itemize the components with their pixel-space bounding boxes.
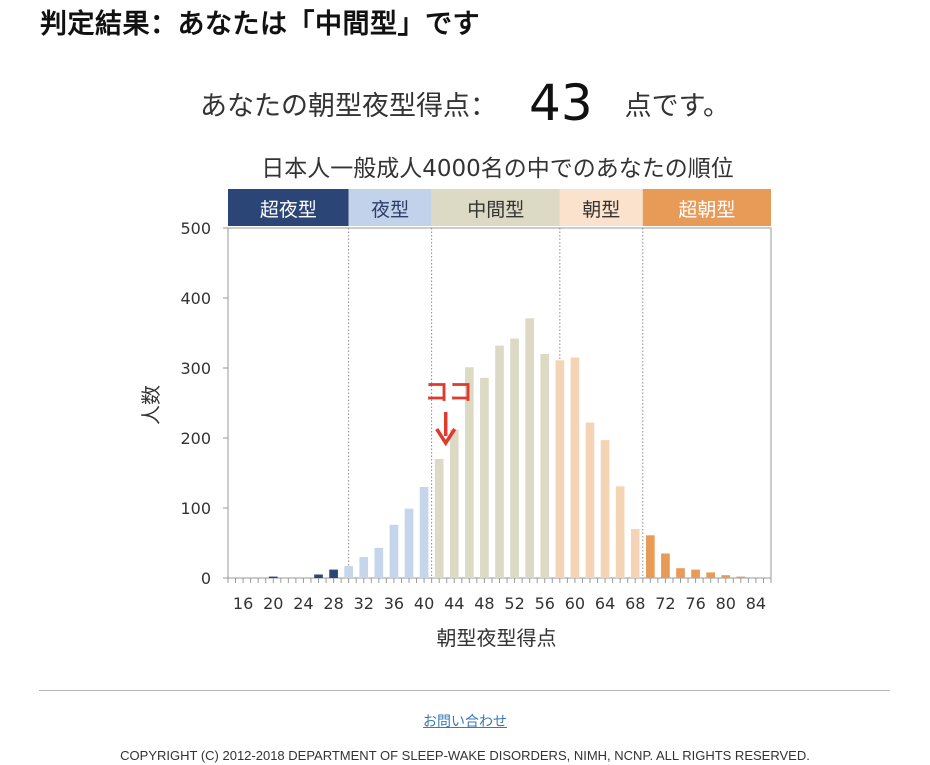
x-axis-label: 朝型夜型得点 — [437, 626, 557, 650]
score-suffix: 点です。 — [624, 90, 730, 122]
x-tick-label-84: 84 — [746, 594, 766, 613]
x-tick-label-40: 40 — [414, 594, 434, 613]
x-tick-label-72: 72 — [655, 594, 675, 613]
x-tick-label-60: 60 — [565, 594, 585, 613]
bar-20 — [268, 576, 278, 578]
copyright-text: COPYRIGHT (C) 2012-2018 DEPARTMENT OF SL… — [120, 748, 810, 763]
score-prefix: あなたの朝型夜型得点： — [200, 90, 498, 122]
bar-76 — [691, 569, 700, 578]
bar-82 — [736, 576, 746, 578]
footer-divider — [39, 690, 890, 691]
y-tick-label-200: 200 — [180, 429, 211, 448]
bar-60 — [570, 357, 580, 578]
band-header-1 — [348, 189, 432, 226]
x-tick-label-16: 16 — [233, 594, 253, 613]
bar-42 — [434, 459, 444, 578]
x-tick-label-44: 44 — [444, 594, 464, 613]
x-tick-label-20: 20 — [263, 594, 283, 613]
band-header-3 — [559, 189, 643, 226]
bar-74 — [676, 568, 685, 578]
x-tick-label-64: 64 — [595, 594, 615, 613]
x-tick-label-80: 80 — [716, 594, 736, 613]
bar-36 — [389, 524, 399, 578]
bar-34 — [374, 547, 384, 578]
score-line: あなたの朝型夜型得点： 43 点です。 — [0, 68, 930, 138]
contact-link[interactable]: お問い合わせ — [423, 714, 507, 730]
score-value: 43 — [529, 74, 593, 132]
y-tick-label-400: 400 — [180, 289, 211, 308]
band-label-2: 中間型 — [467, 199, 524, 221]
bar-30 — [344, 566, 354, 578]
chart-title: 日本人一般成人4000名の中でのあなたの順位 — [261, 156, 734, 182]
bar-56 — [540, 354, 550, 578]
marker-arrow-head — [435, 428, 457, 447]
x-tick-label-52: 52 — [504, 594, 524, 613]
band-header-4 — [642, 189, 771, 226]
y-tick-label-300: 300 — [180, 359, 211, 378]
x-tick-label-48: 48 — [474, 594, 494, 613]
band-label-3: 朝型 — [582, 199, 620, 221]
bar-32 — [359, 557, 369, 578]
contact-area: お問い合わせ — [0, 711, 930, 731]
bar-52 — [510, 338, 519, 578]
bar-80 — [721, 575, 731, 578]
bar-62 — [585, 422, 595, 578]
bar-44 — [449, 429, 459, 578]
bar-28 — [329, 569, 338, 578]
bar-66 — [615, 486, 625, 578]
x-tick-label-32: 32 — [354, 594, 374, 613]
bar-46 — [464, 367, 474, 578]
bar-54 — [525, 318, 535, 578]
band-label-0: 超夜型 — [260, 199, 317, 221]
band-header-2 — [431, 189, 560, 226]
bar-68 — [630, 529, 640, 578]
x-tick-label-56: 56 — [535, 594, 555, 613]
x-tick-label-24: 24 — [293, 594, 313, 613]
bar-48 — [480, 377, 489, 578]
band-header-0 — [228, 189, 349, 226]
y-tick-label-100: 100 — [180, 499, 211, 518]
result-heading: 判定結果：あなたは「中間型」です — [40, 9, 480, 40]
x-tick-label-76: 76 — [685, 594, 705, 613]
bar-72 — [661, 553, 670, 578]
bar-64 — [600, 440, 610, 578]
y-tick-label-500: 500 — [180, 219, 211, 238]
bar-50 — [495, 345, 504, 578]
y-tick-label-0: 0 — [201, 569, 211, 588]
x-tick-label-36: 36 — [384, 594, 404, 613]
bar-78 — [706, 572, 716, 578]
bar-38 — [404, 508, 414, 578]
bar-70 — [645, 535, 655, 578]
marker-label: ココ — [425, 378, 473, 406]
band-label-4: 超朝型 — [678, 199, 735, 221]
bar-58 — [555, 360, 565, 578]
band-label-1: 夜型 — [371, 199, 409, 221]
y-axis-label: 人数 — [139, 385, 163, 425]
x-tick-label-28: 28 — [323, 594, 343, 613]
x-tick-label-68: 68 — [625, 594, 645, 613]
bar-40 — [419, 487, 429, 578]
bar-26 — [314, 574, 323, 578]
